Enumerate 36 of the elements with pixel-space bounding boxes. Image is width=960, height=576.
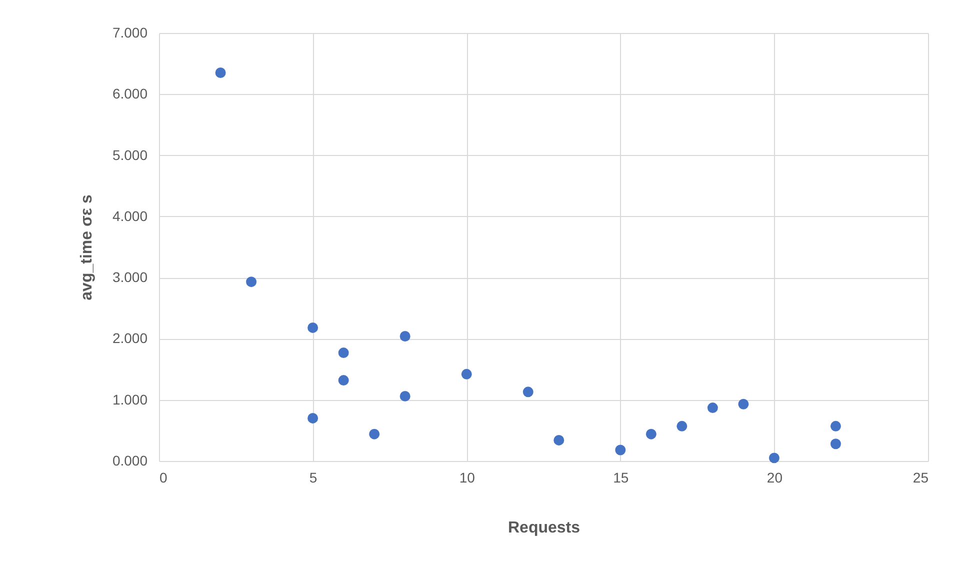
point xyxy=(707,402,718,414)
point xyxy=(676,420,688,432)
y-tick-label: 7.000 xyxy=(112,24,148,40)
x-axis-title: Requests xyxy=(508,520,580,536)
x-tick-label: 25 xyxy=(912,470,929,486)
x-tick-label: 15 xyxy=(613,470,629,486)
point xyxy=(738,398,749,410)
point xyxy=(369,428,380,440)
x-tick-label: 10 xyxy=(459,470,476,486)
point xyxy=(338,348,349,358)
point xyxy=(768,452,780,464)
point xyxy=(400,331,410,342)
y-tick-label: 0.000 xyxy=(112,452,148,468)
point xyxy=(308,322,318,333)
y-tick-label: 3.000 xyxy=(112,269,148,286)
y-tick-label: 1.000 xyxy=(112,391,148,408)
point xyxy=(522,386,534,398)
y-tick-label: 2.000 xyxy=(112,330,148,346)
point xyxy=(215,68,226,78)
point xyxy=(400,390,410,402)
point xyxy=(461,368,472,380)
y-axis-title: avg_time σε s xyxy=(78,194,96,300)
point xyxy=(646,428,656,440)
x-tick-label: 5 xyxy=(309,470,318,486)
y-tick-label: 4.000 xyxy=(112,208,148,224)
point xyxy=(830,438,841,450)
point xyxy=(554,434,564,446)
y-tick-label: 5.000 xyxy=(112,146,148,163)
point xyxy=(308,412,318,424)
point xyxy=(338,375,349,386)
point xyxy=(615,444,626,456)
y-tick-label: 6.000 xyxy=(112,86,148,102)
point xyxy=(830,420,841,432)
x-tick-label: 0 xyxy=(160,470,168,486)
x-tick-label: 20 xyxy=(766,470,783,486)
point xyxy=(246,276,257,288)
